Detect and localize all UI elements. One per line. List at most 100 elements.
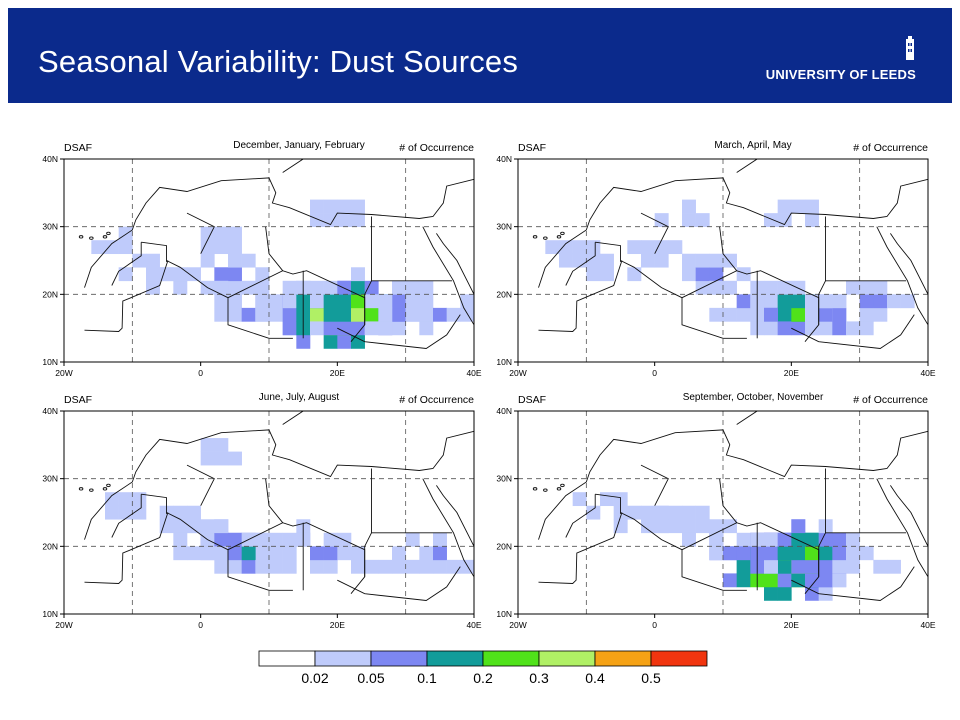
djf-dust-cell [433,307,447,322]
djf-y-tick-label: 10N [42,357,58,367]
djf-island [89,236,94,240]
son-coastline [538,429,929,540]
jja-plot: 20W 0 20E 40E 10N 20N 30N 40N DSAF June, July, Au… [42,392,481,630]
jja-dust-cell [392,559,406,574]
map-jja-svg: 20W 0 20E 40E 10N 20N 30N 40N DSAF June, July, Au… [42,392,481,630]
jja-dust-cell [214,451,229,466]
mam-dust-cell [873,294,888,309]
djf-country-border [111,242,142,286]
djf-x-tick-label: 20E [330,368,345,378]
son-y-tick-label: 10N [496,609,512,619]
son-dust-cell [695,505,710,520]
mam-country-border [681,297,747,339]
jja-country-border [227,549,293,591]
mam-country-border [538,260,623,332]
jja-dust-cell [214,519,229,534]
mam-dust-cell [641,253,655,268]
mam-dust-cell [627,267,642,282]
djf-x-tick-label: 0 [198,368,203,378]
mam-dust-cell [682,213,696,227]
mam-dust-cell [764,213,778,227]
djf-dust-cell [214,294,229,309]
jja-country-border [84,512,169,584]
son-dust-cell [764,546,778,561]
son-dust-cell [805,573,819,588]
jja-dust-cell [269,559,283,574]
djf-country-border [265,226,284,271]
djf-left-label: DSAF [64,142,92,154]
son-dust-cell [641,519,655,534]
colorbar-svg: 0.02 0.05 0.1 0.2 0.3 0.4 0.5 [258,650,708,686]
son-dust-cell [791,519,806,534]
mam-dust-cell [559,240,573,255]
son-country-border [565,494,596,538]
jja-dust-cell [173,505,188,520]
son-dust-cell [654,505,669,520]
mam-x-tick-label: 20E [784,368,799,378]
mam-y-tick-label: 20N [496,289,512,299]
jja-dust-cell [214,546,229,561]
colorbar-swatch [594,650,652,667]
mam-dust-cell [586,240,601,255]
djf-dust-cell [419,307,434,322]
djf-dust-cell [269,307,283,322]
jja-y-tick-label: 40N [42,406,58,416]
djf-dust-cell [187,267,201,282]
mam-dust-cell [805,213,819,227]
mam-dust-cell [723,307,737,322]
son-dust-cell [723,546,737,561]
son-dust-cell [736,559,751,574]
son-red-sea-coast [876,478,929,578]
jja-dust-cell [200,451,215,466]
jja-dust-cell [323,532,338,547]
son-country-border [681,549,747,591]
son-island [560,483,565,488]
jja-axis: 20W 0 20E 40E 10N 20N 30N 40N [42,406,481,630]
djf-dust-cell [310,294,324,309]
map-panel-mam: 20W 0 20E 40E 10N 20N 30N 40N DSAF March, April, … [490,138,940,390]
djf-dust-cell [200,240,215,255]
djf-season-title: December, January, February [233,140,365,151]
jja-country-border [337,566,461,601]
mam-dust-cell [572,240,587,255]
djf-axis: 20W 0 20E 40E 10N 20N 30N 40N [42,154,481,378]
jja-dust-cell [132,505,147,520]
djf-y-tick-label: 40N [42,154,58,164]
jja-dust-cell [282,546,297,561]
mam-dust-cell [764,280,778,295]
colorbar: 0.02 0.05 0.1 0.2 0.3 0.4 0.5 [258,650,708,690]
mam-x-tick-label: 0 [652,368,657,378]
mam-country-border [818,280,826,325]
djf-dust-cell [378,307,393,322]
jja-dust-cell [159,519,174,534]
djf-dust-cell [296,334,311,349]
jja-dust-cell [433,532,447,547]
son-axis: 20W 0 20E 40E 10N 20N 30N 40N [496,406,935,630]
son-dust-cell [736,546,751,561]
mam-dust-cell [859,280,874,295]
mam-dust-cell [736,267,751,282]
jja-red-sea-coast [422,478,475,578]
djf-x-tick-label: 40E [466,368,481,378]
jja-dust-cell [337,546,352,561]
djf-dust-cell [351,199,365,214]
djf-dust-cell [200,253,215,268]
djf-dust-cell [405,307,420,322]
mam-country-border [825,216,907,282]
djf-dust-cell [351,334,365,349]
son-dust-cell [846,546,860,561]
son-country-border [538,512,623,584]
djf-country-border [84,260,169,332]
mam-red-sea-coast [876,226,929,326]
djf-dust-cell [323,199,338,214]
djf-dust-cell [228,280,242,295]
son-frame [517,410,929,615]
logo-text: UNIVERSITY OF LEEDS [765,67,916,82]
djf-dust-cell [378,294,393,309]
djf-dust-cell [118,267,133,282]
son-dust-cell [627,505,642,520]
mam-dust-cell [709,307,724,322]
mam-island [560,231,565,236]
mam-dust-cell [736,294,751,309]
jja-dust-cell [405,532,420,547]
